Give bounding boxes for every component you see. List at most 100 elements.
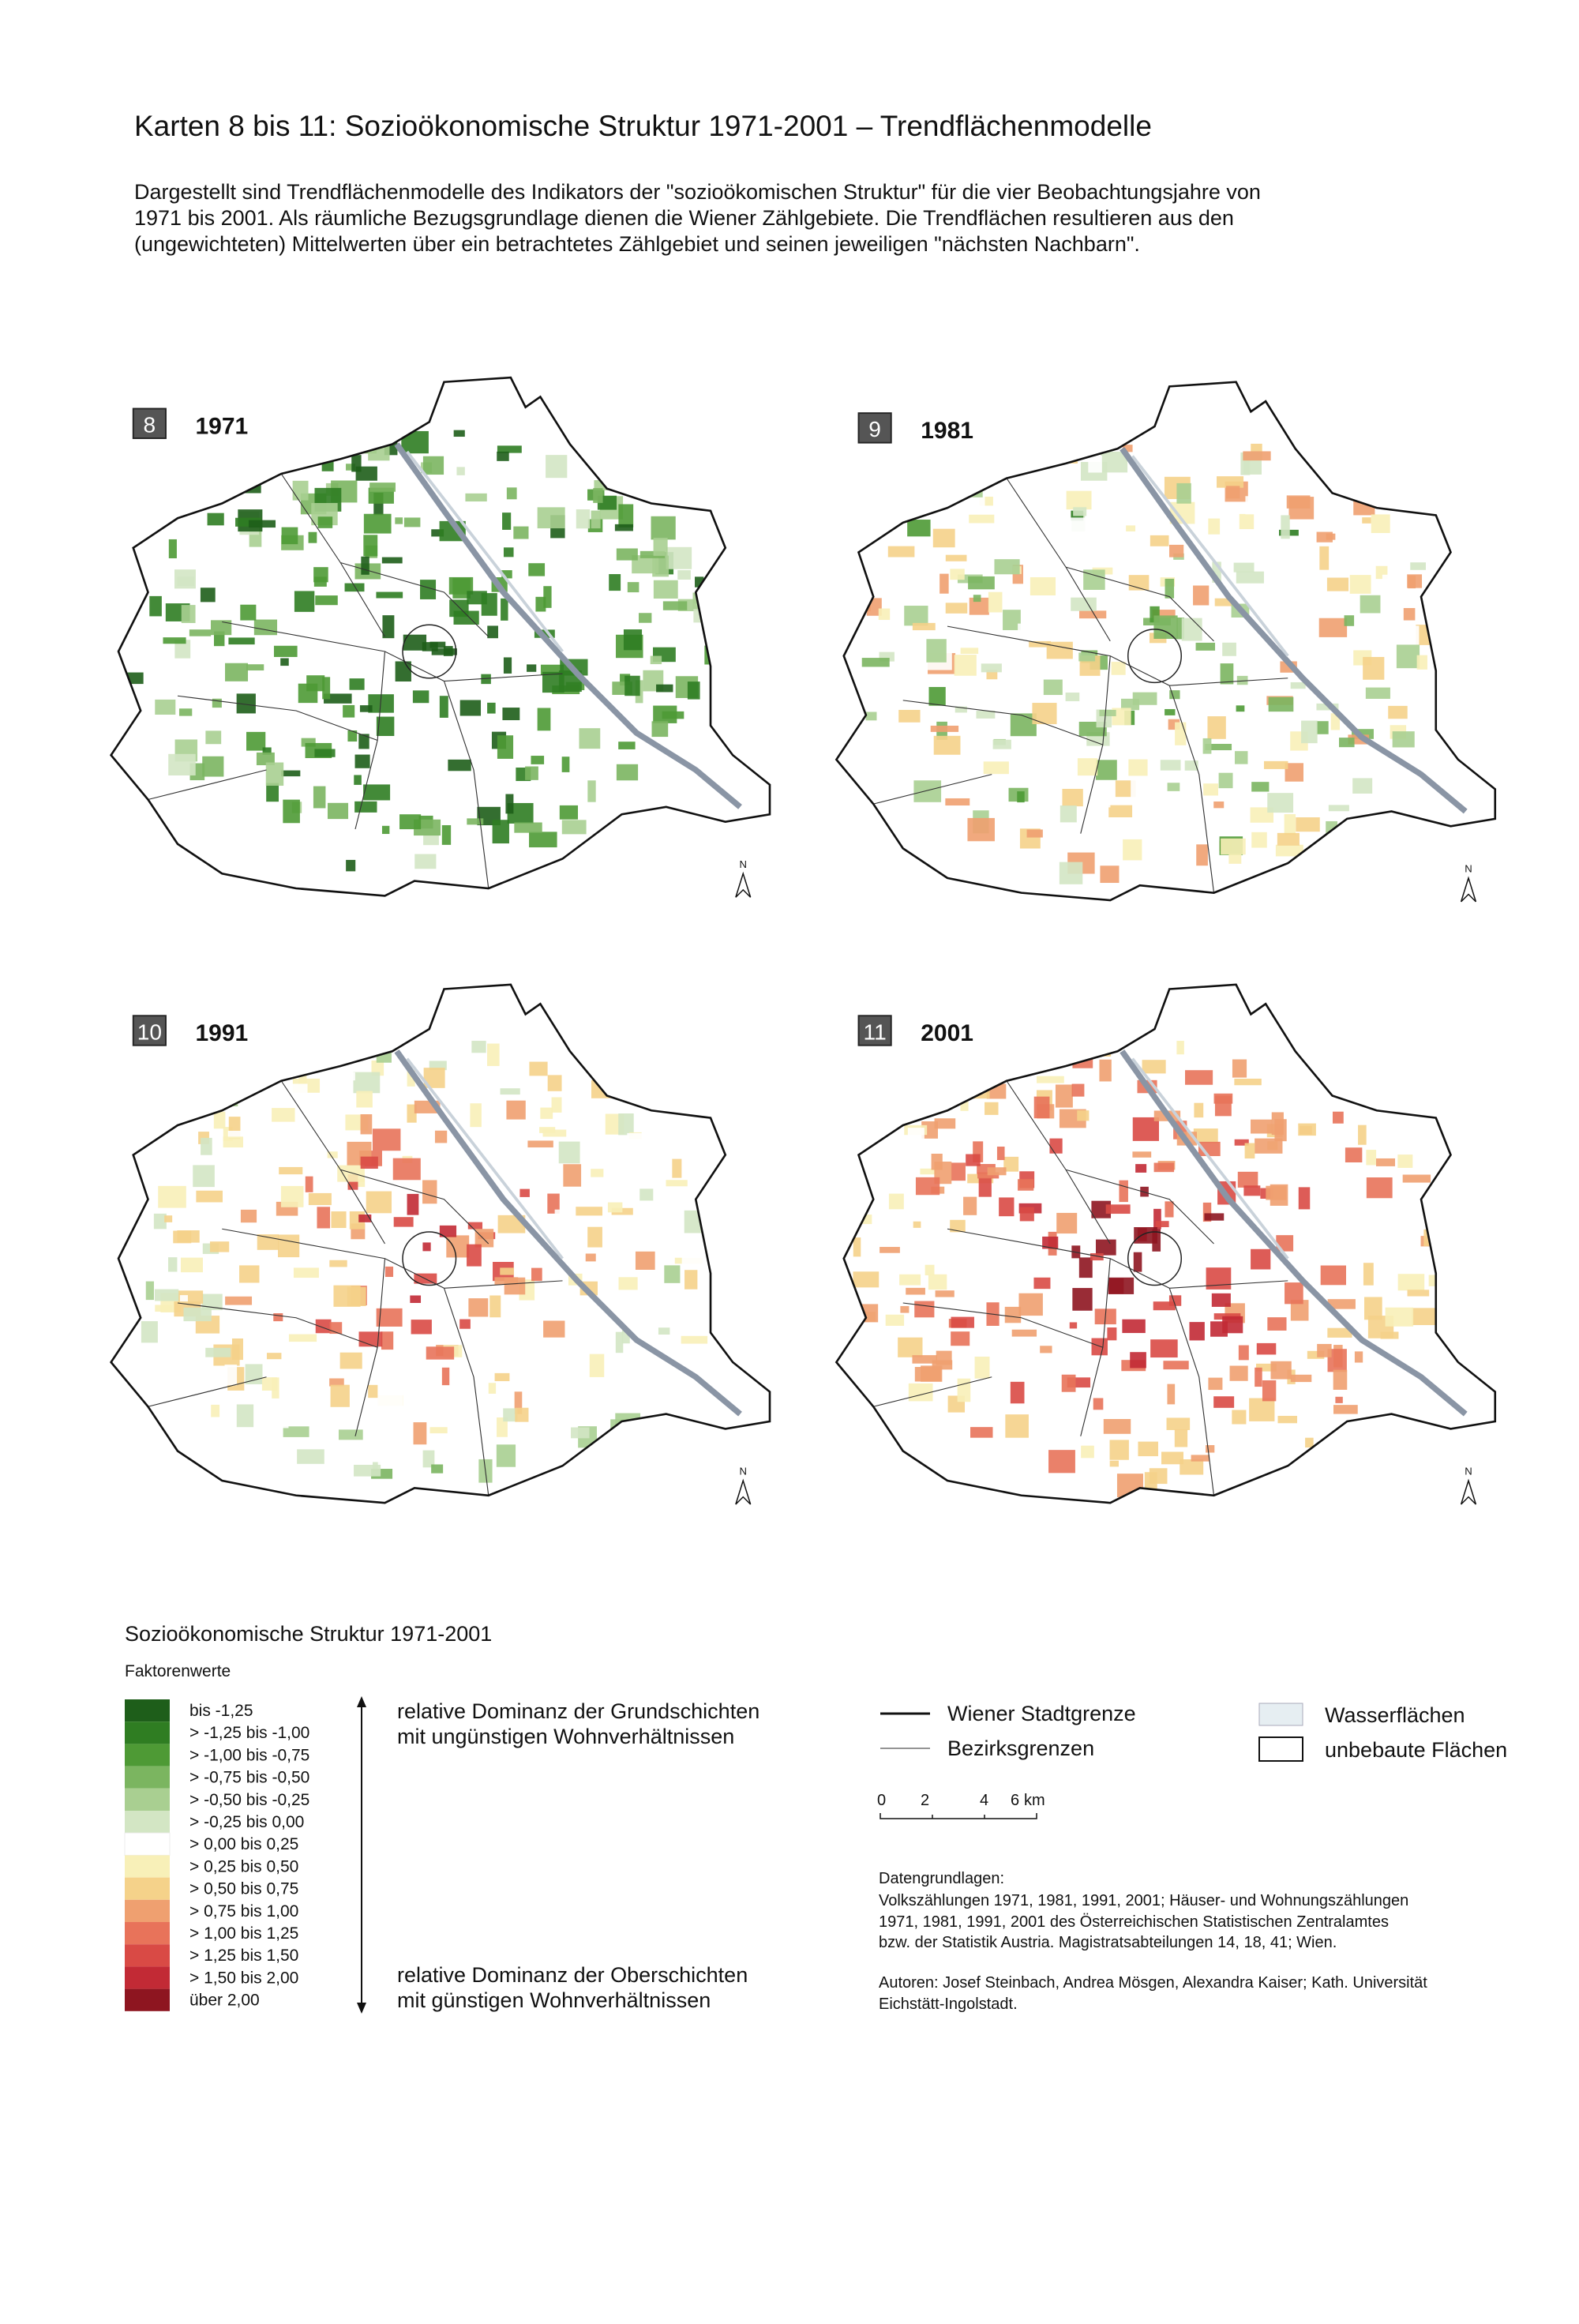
danube [1120,1049,1468,1417]
map-patch [951,1316,974,1328]
map-patch [465,493,487,502]
map-patch [331,1330,342,1338]
map-patch [301,738,316,747]
map-patch [1111,662,1126,675]
map-patch [376,1308,403,1327]
map-patch [1324,674,1339,693]
map-patch [168,753,196,776]
map-patch [1327,1299,1356,1309]
map-patch [1196,844,1208,866]
map-patch [411,1320,432,1335]
map-patch [1126,525,1136,531]
legend-swatch [125,1699,170,1722]
map-patch [317,1207,331,1229]
map-patch [540,1107,553,1119]
map-patch [1301,720,1318,744]
map-patch [224,1365,238,1386]
map-patch [293,1267,319,1278]
map-patch [354,801,377,813]
north-arrow [1460,876,1477,903]
map-patch [178,708,193,716]
map-patch [973,595,981,603]
map-patch [315,1319,332,1334]
map-patch [429,1061,447,1071]
map-patch [324,693,352,704]
map-patch [265,762,284,787]
map-patch [368,694,394,713]
map-patch [209,1241,230,1252]
scale-label: km [1024,1792,1045,1809]
map-patch [439,696,448,718]
map-patch [1213,801,1225,809]
map-patch [658,1327,670,1335]
map-patch [1176,482,1191,504]
map-patch [969,597,989,615]
map-patch [410,1295,422,1303]
area-label: unbebaute Flächen [1325,1738,1507,1762]
north-arrow [735,871,752,898]
danube-channel [406,1057,564,1260]
map-patch [614,524,633,531]
map-patch [456,467,465,475]
map-patch [1010,1381,1025,1404]
map-patch [1063,823,1077,847]
map-patch [695,576,704,588]
map-patch [1317,1343,1332,1357]
map-patch [168,1257,178,1272]
map-patch [1284,814,1296,835]
map-patch [1128,759,1148,776]
map-patch [459,1319,471,1329]
map-patch [381,825,390,835]
map-patch [1408,575,1416,589]
map-patch [1316,721,1329,734]
map-patch [158,1185,186,1208]
map-patch [423,835,439,846]
map-patch [205,1347,231,1357]
map-patch [653,580,678,599]
map-patch [531,756,545,764]
map-patch [340,434,362,450]
map-patch [1371,514,1390,534]
map-patch [542,1129,567,1137]
map-patch [1239,513,1255,530]
districts [873,1080,1288,1496]
map-patch [977,487,985,508]
map-patch [288,1334,317,1342]
map-patch [322,677,331,700]
map-patch [525,766,538,780]
north-label: N [740,1466,747,1477]
map-patch [1169,544,1184,558]
map-patch [979,496,993,506]
map-patch [672,1158,682,1178]
map-patch [1105,1204,1131,1215]
map-patch [1166,1417,1191,1430]
map-patch [576,509,591,529]
map-patch [1185,1070,1213,1085]
map-patch [985,1102,999,1115]
map-patch [571,1427,590,1439]
map-patch [913,780,942,802]
map-patch [363,513,392,534]
map-patch [1255,1363,1277,1372]
map-patch [246,1081,261,1091]
map-patch [666,546,692,569]
map-patch [155,1305,173,1312]
map-patch [1410,562,1426,570]
map-patch [225,1296,253,1305]
map-patch [687,681,700,700]
map-patch [861,658,890,667]
map-patch [297,1449,324,1464]
map-patch [1150,1339,1178,1358]
north-label: N [1465,1466,1472,1477]
map-patch [506,487,517,500]
map-patch [173,1230,192,1244]
map-patch [331,1072,355,1081]
map-patch [1382,574,1408,598]
map-patch [1237,1171,1258,1188]
map-patch [681,1250,707,1267]
map-patch [1290,1300,1309,1321]
map-patch [180,1257,203,1273]
map-patch [853,1237,861,1257]
map-patch [1010,713,1037,737]
legend-swatch [125,1766,170,1789]
